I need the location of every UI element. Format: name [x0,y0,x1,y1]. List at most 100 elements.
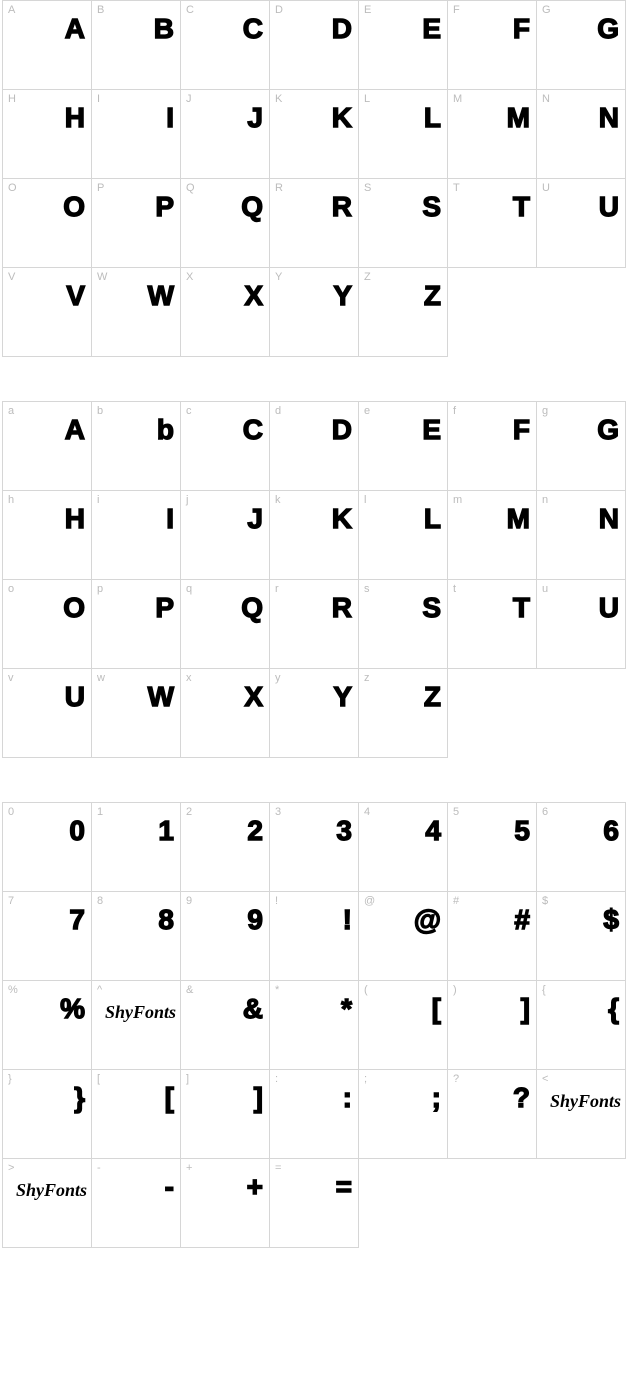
glyph: D [270,15,352,43]
glyph: A [3,416,85,444]
glyph: ] [448,995,530,1023]
glyph-cell: rR [269,579,359,669]
glyph: R [270,193,352,221]
glyph-cell: !! [269,891,359,981]
glyph-cell: [[ [91,1069,181,1159]
glyph: J [181,104,263,132]
glyph-cell: jJ [180,490,270,580]
glyph-cell: MM [447,89,537,179]
glyph-cell: CC [180,0,270,90]
glyph: $ [537,906,619,934]
glyph: D [270,416,352,444]
character-map: AABBCCDDEEFFGGHHIIJJKKLLMMNNOOPPQQRRSSTT… [0,0,640,1247]
section-digits-symbols: 00112233445566778899!!@@##$$%%^ShyFonts&… [2,802,632,1247]
glyph-cell: 33 [269,802,359,892]
glyph-cell: ^ShyFonts [91,980,181,1070]
glyph-cell: mM [447,490,537,580]
glyph: 7 [3,906,85,934]
glyph: b [92,416,174,444]
glyph: 2 [181,817,263,845]
glyph: L [359,104,441,132]
glyph: X [181,282,263,310]
glyph-cell: NN [536,89,626,179]
section-uppercase: AABBCCDDEEFFGGHHIIJJKKLLMMNNOOPPQQRRSSTT… [2,0,632,356]
glyph-cell: XX [180,267,270,357]
glyph-cell: 77 [2,891,92,981]
glyph-cell: OO [2,178,92,268]
glyph: K [270,104,352,132]
glyph: G [537,15,619,43]
glyph: 3 [270,817,352,845]
glyph-cell: ([ [358,980,448,1070]
glyph-cell: QQ [180,178,270,268]
glyph: K [270,505,352,533]
glyph: W [92,282,174,310]
glyph: V [3,282,85,310]
glyph-cell: wW [91,668,181,758]
glyph-cell: yY [269,668,359,758]
glyph: O [3,193,85,221]
glyph-cell: xX [180,668,270,758]
glyph-cell: HH [2,89,92,179]
glyph-cell: 22 [180,802,270,892]
glyph: T [448,193,530,221]
glyph: : [270,1084,352,1112]
glyph: [ [359,995,441,1023]
glyph: C [181,15,263,43]
glyph-cell: %% [2,980,92,1070]
glyph: S [359,594,441,622]
glyph-cell: $$ [536,891,626,981]
glyph: O [3,594,85,622]
glyph: U [3,683,85,711]
glyph: 5 [448,817,530,845]
glyph-cell: SS [358,178,448,268]
glyph-cell: fF [447,401,537,491]
glyph: } [3,1084,85,1112]
glyph-cell: PP [91,178,181,268]
glyph: M [448,505,530,533]
glyph-cell: 44 [358,802,448,892]
glyph-cell: iI [91,490,181,580]
glyph: [ [92,1084,174,1112]
glyph: Y [270,282,352,310]
glyph-cell: hH [2,490,92,580]
glyph-cell: == [269,1158,359,1248]
glyph: L [359,505,441,533]
glyph-cell: dD [269,401,359,491]
glyph: ShyFonts [92,1003,176,1021]
glyph: P [92,594,174,622]
glyph: H [3,104,85,132]
glyph: 4 [359,817,441,845]
glyph: N [537,505,619,533]
glyph-cell: LL [358,89,448,179]
glyph: F [448,15,530,43]
glyph: 9 [181,906,263,934]
glyph: C [181,416,263,444]
glyph-cell: KK [269,89,359,179]
glyph-cell: nN [536,490,626,580]
cell-label: > [8,1162,14,1174]
glyph: P [92,193,174,221]
glyph-cell: vU [2,668,92,758]
glyph-cell: {{ [536,980,626,1070]
glyph: ! [270,906,352,934]
glyph: M [448,104,530,132]
glyph-cell: GG [536,0,626,90]
glyph-cell: :: [269,1069,359,1159]
glyph: I [92,505,174,533]
glyph: * [270,995,352,1023]
glyph-cell: 11 [91,802,181,892]
glyph: { [537,995,619,1023]
glyph-cell: -- [91,1158,181,1248]
glyph-cell: WW [91,267,181,357]
glyph-cell: II [91,89,181,179]
glyph: + [181,1173,263,1201]
glyph-cell: uU [536,579,626,669]
glyph: ShyFonts [3,1181,87,1199]
glyph: - [92,1173,174,1201]
glyph-cell: qQ [180,579,270,669]
glyph-cell: gG [536,401,626,491]
glyph: T [448,594,530,622]
glyph: G [537,416,619,444]
glyph: & [181,995,263,1023]
